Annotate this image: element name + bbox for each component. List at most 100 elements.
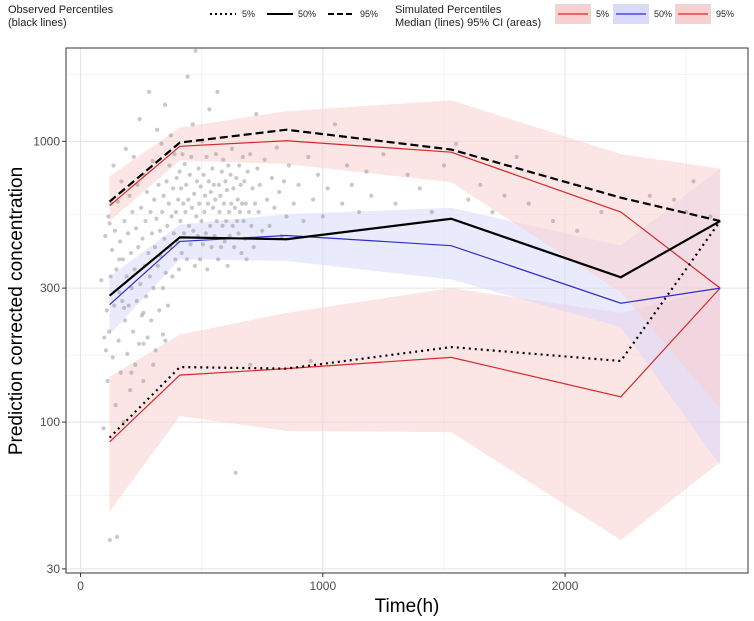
observed-point [466, 197, 471, 202]
observed-point [169, 214, 174, 219]
y-tick-label: 30 [47, 562, 61, 576]
legend-simulated-title-line2: Median (lines) 95% CI (areas) [395, 17, 542, 29]
observed-point [165, 303, 171, 308]
observed-point [103, 348, 109, 353]
observed-point [417, 186, 422, 191]
x-axis-title: Time(h) [375, 596, 440, 617]
simulated-median-5 [109, 287, 721, 443]
observed-point [146, 89, 152, 94]
observed-point [224, 218, 229, 224]
observed-point [122, 305, 127, 311]
observed-point [357, 209, 362, 215]
observed-point [238, 182, 243, 187]
observed-point [192, 263, 197, 268]
observed-point [203, 231, 208, 236]
observed-point [115, 199, 120, 204]
observed-point [186, 223, 192, 228]
observed-point [381, 152, 386, 157]
observed-point [167, 163, 172, 168]
observed-point [213, 152, 219, 157]
observed-point [243, 201, 248, 206]
observed-point [161, 193, 166, 198]
observed-point [112, 303, 117, 308]
observed-point [262, 157, 267, 162]
observed-point [139, 205, 144, 210]
observed-point [151, 362, 156, 367]
observed-point [405, 172, 410, 177]
observed-point [166, 201, 171, 206]
observed-point [164, 179, 169, 184]
observed-point [393, 201, 398, 206]
observed-point [218, 193, 223, 198]
observed-point [240, 154, 245, 160]
observed-point [232, 244, 237, 250]
legend-observed-key-dotted [210, 13, 236, 15]
observed-point [146, 250, 151, 256]
observed-point [241, 218, 246, 224]
observed-point [150, 159, 155, 164]
observed-point [225, 263, 230, 268]
observed-point [227, 233, 232, 239]
observed-point [128, 250, 134, 256]
observed-point [215, 89, 220, 94]
observed-point [131, 329, 136, 334]
observed-point [201, 172, 206, 177]
legend-simulated-title-line1: Simulated Percentiles [395, 4, 502, 16]
observed-point [301, 218, 306, 224]
observed-point [143, 218, 148, 224]
observed-point [152, 244, 158, 250]
observed-point [599, 209, 604, 215]
observed-point [144, 294, 149, 299]
observed-point [129, 286, 134, 291]
observed-point [111, 163, 116, 168]
legend-observed-label-95: 95% [360, 9, 379, 19]
observed-point [708, 214, 713, 219]
observed-point [174, 175, 179, 181]
observed-point [526, 201, 531, 206]
observed-point [162, 102, 168, 107]
observed-point [160, 332, 166, 337]
observed-point [187, 172, 192, 177]
legend-simulated-swatch-50 [613, 4, 649, 24]
observed-point [120, 257, 126, 262]
observed-point [267, 223, 272, 228]
observed-point [213, 197, 218, 202]
observed-point [211, 182, 216, 187]
legend-simulated-swatch-5 [555, 4, 591, 24]
observed-point [208, 189, 213, 195]
observed-point [110, 355, 115, 360]
observed-point [248, 152, 253, 157]
observed-point [189, 205, 195, 210]
observed-point [163, 270, 168, 275]
observed-point [344, 163, 350, 168]
observed-point [107, 537, 112, 543]
observed-point [149, 231, 155, 236]
observed-point [206, 179, 211, 184]
observed-point [130, 209, 135, 215]
observed-point [133, 362, 138, 367]
observed-point [183, 209, 188, 215]
observed-point [245, 169, 250, 174]
observed-point [199, 218, 204, 224]
observed-point [296, 182, 301, 187]
observed-point [126, 303, 131, 308]
observed-point [672, 197, 677, 202]
observed-point [173, 209, 179, 215]
observed-point [193, 48, 198, 53]
observed-point [311, 197, 316, 202]
observed-point [647, 193, 652, 198]
observed-point [157, 308, 162, 313]
observed-point [264, 197, 270, 202]
observed-percentile-50 [108, 217, 721, 297]
observed-point [198, 184, 203, 189]
observed-point [216, 182, 221, 187]
observed-point [154, 127, 160, 132]
observed-point [230, 223, 235, 228]
observed-point [364, 169, 369, 174]
observed-point [134, 298, 139, 304]
observed-point [140, 236, 145, 241]
observed-point [159, 141, 164, 146]
observed-point [116, 338, 121, 343]
observed-point [117, 290, 122, 295]
